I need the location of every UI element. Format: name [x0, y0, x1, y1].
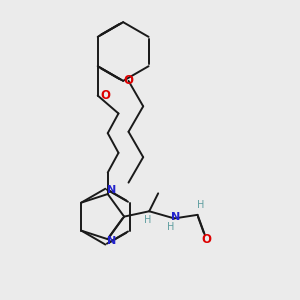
Text: N: N [107, 236, 116, 246]
Text: O: O [202, 233, 212, 246]
Text: O: O [100, 89, 111, 102]
Text: H: H [167, 222, 174, 233]
Text: N: N [107, 185, 116, 196]
Text: H: H [144, 215, 151, 225]
Text: H: H [197, 200, 205, 210]
Text: N: N [171, 212, 181, 222]
Text: O: O [124, 74, 134, 87]
